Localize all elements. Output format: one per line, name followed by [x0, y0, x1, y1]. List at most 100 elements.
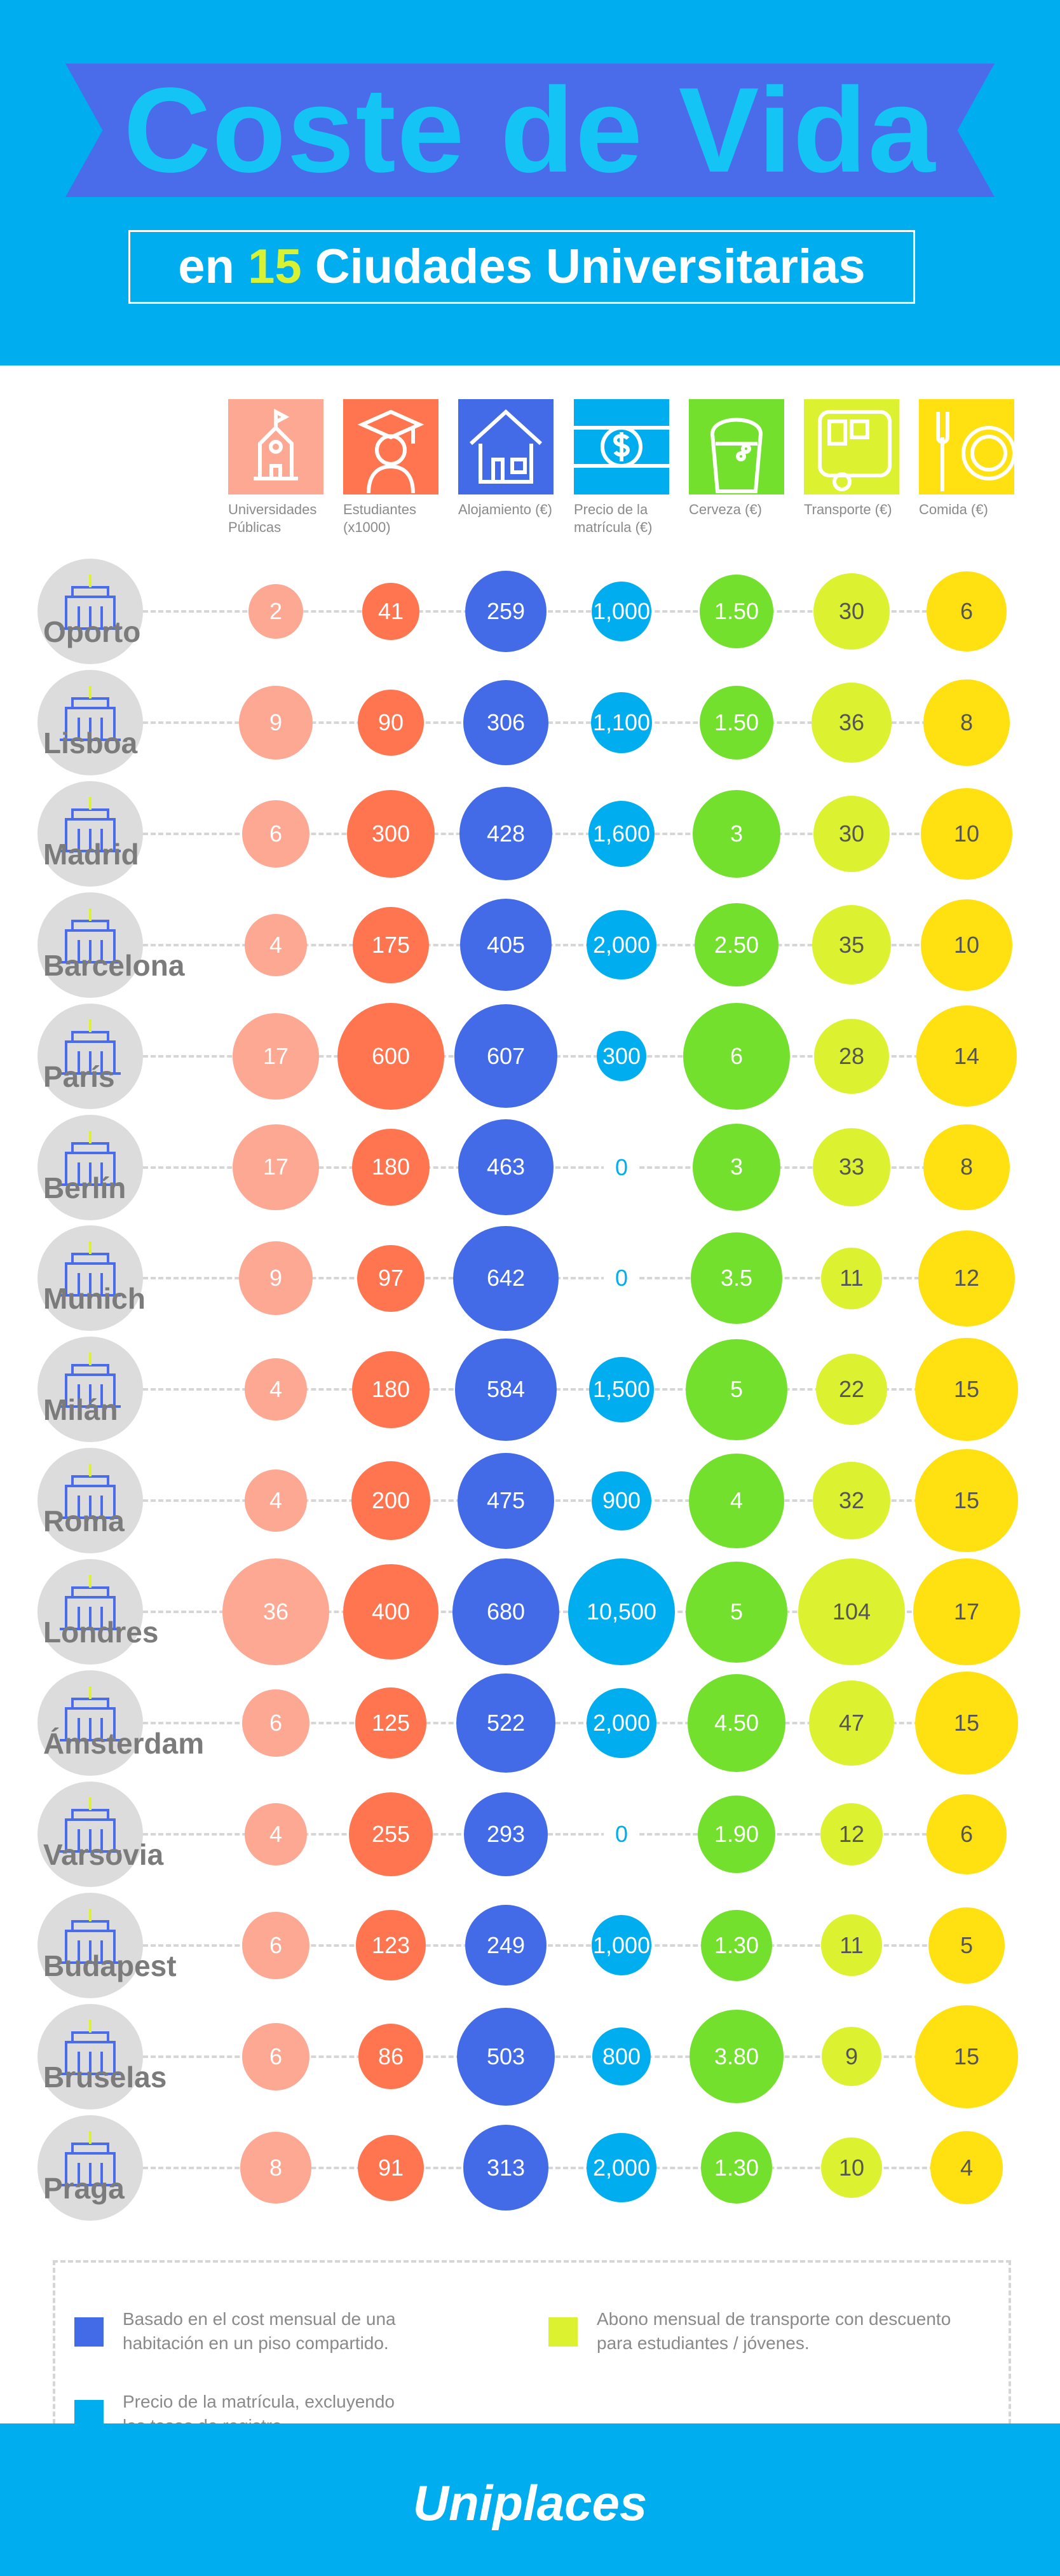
city-icon: [37, 1337, 143, 1443]
city-icon: [37, 1781, 143, 1887]
city-name: Milán: [43, 1393, 118, 1427]
bubble-beer: 3.5: [691, 1232, 782, 1325]
bubble-university: 4: [245, 1469, 307, 1532]
bubble-university: 8: [240, 2132, 312, 2204]
column-header: Comida (€): [919, 399, 1014, 519]
legend-swatch: [74, 2317, 104, 2347]
city-name: Lisboa: [43, 726, 138, 760]
bubble-graduate: 41: [362, 583, 419, 640]
bubble-food: 15: [915, 1672, 1018, 1775]
bubble-food: 4: [930, 2131, 1003, 2204]
money-icon: [574, 399, 669, 494]
bubble-food: 12: [918, 1230, 1015, 1327]
legend-text: Basado en el cost mensual de una habitac…: [123, 2309, 396, 2353]
bubble-food: 6: [926, 571, 1007, 652]
bubble-food: 17: [913, 1558, 1020, 1666]
city-icon: [37, 892, 143, 998]
column-label: Comida (€): [919, 501, 988, 517]
bubble-graduate: 90: [358, 690, 424, 756]
bubble-house: 503: [457, 2007, 555, 2106]
row-divider: [143, 1722, 988, 1724]
bubble-university: 6: [241, 1911, 309, 1979]
bubble-beer: 1.30: [700, 2132, 773, 2204]
bubble-beer: 6: [683, 1002, 790, 1110]
city-icon: [37, 1225, 143, 1332]
bubble-food: 14: [916, 1005, 1017, 1107]
bubble-food: 8: [923, 1124, 1010, 1211]
legend-item-housing: Basado en el cost mensual de una habitac…: [74, 2307, 421, 2355]
bubble-house: 249: [465, 1905, 547, 1986]
bubble-food: 10: [920, 787, 1013, 880]
row-divider: [143, 1944, 988, 1947]
bubble-house: 680: [452, 1558, 559, 1666]
bubble-food: 8: [923, 679, 1010, 766]
brand-logo[interactable]: Uniplaces: [412, 2475, 648, 2531]
food-icon: [919, 399, 1014, 494]
bubble-money: 1,000: [591, 581, 652, 642]
city-icon: [37, 2115, 143, 2221]
row-divider: [143, 721, 988, 724]
bubble-money: 2,000: [587, 1688, 656, 1758]
row-divider: [143, 832, 988, 835]
city-name: Budapest: [43, 1949, 177, 1982]
bubble-beer: 1.30: [700, 1909, 773, 1981]
city-icon: [37, 669, 143, 775]
bubble-beer: 4: [689, 1453, 784, 1548]
bubble-house: 313: [463, 2125, 549, 2211]
bubble-bus: 32: [813, 1462, 890, 1540]
bubble-graduate: 400: [343, 1564, 438, 1659]
bubble-bus: 12: [820, 1803, 883, 1866]
column-header: Estudiantes (x1000): [343, 399, 438, 536]
bubble-bus: 9: [822, 2027, 881, 2087]
title-ribbon: [65, 64, 995, 197]
bubble-graduate: 91: [358, 2134, 424, 2201]
column-label: Precio de la matrícula (€): [574, 501, 653, 535]
subtitle-number: 15: [248, 240, 302, 294]
city-name: Madrid: [43, 837, 139, 871]
bubble-graduate: 123: [355, 1910, 426, 1981]
city-icon: [37, 1114, 143, 1220]
row-divider: [143, 1499, 988, 1503]
column-header: Transporte (€): [804, 399, 899, 519]
column-label: Universidades Públicas: [228, 501, 317, 535]
bubble-food: 15: [915, 1338, 1018, 1441]
bubble-money: 1,100: [590, 692, 653, 754]
column-header: Precio de la matrícula (€): [574, 399, 669, 536]
city-name: Londres: [43, 1616, 159, 1649]
city-icon: [37, 2003, 143, 2109]
bubble-bus: 36: [812, 683, 892, 763]
bubble-money: 900: [592, 1471, 651, 1530]
footer: Uniplaces: [0, 2423, 1060, 2576]
legend-item-transport: Abono mensual de transporte con descuent…: [548, 2307, 991, 2355]
city-name: Oporto: [43, 615, 141, 648]
bubble-university: 4: [245, 1358, 307, 1421]
bubble-beer: 1.90: [697, 1795, 776, 1874]
header-banner: Coste de Vida en 15 Ciudades Universitar…: [0, 0, 1060, 365]
bubble-beer: 4.50: [687, 1673, 786, 1773]
bus-icon: [804, 399, 899, 494]
bubble-university: 9: [238, 1241, 313, 1316]
bubble-graduate: 125: [355, 1687, 426, 1759]
column-label: Alojamiento (€): [458, 501, 552, 517]
bubble-graduate: 175: [352, 906, 430, 983]
bubble-graduate: 600: [337, 1002, 444, 1110]
column-label: Cerveza (€): [689, 501, 762, 517]
page-title: Coste de Vida: [123, 63, 937, 198]
bubble-graduate: 200: [351, 1461, 431, 1541]
bubble-graduate: 97: [357, 1244, 425, 1312]
bubble-food: 15: [915, 2005, 1018, 2108]
column-header: Alojamiento (€): [458, 399, 554, 519]
bubble-university: 6: [241, 800, 309, 868]
bubble-university: 36: [222, 1558, 329, 1666]
subtitle-post: Ciudades Universitarias: [315, 240, 866, 294]
bubble-bus: 22: [816, 1354, 887, 1426]
city-name: Bruselas: [43, 2060, 167, 2094]
row-divider: [143, 1166, 988, 1169]
bubble-university: 6: [241, 1689, 309, 1757]
bubble-house: 428: [459, 787, 553, 881]
bubble-beer: 3.80: [690, 2010, 784, 2104]
city-icon: [37, 1892, 143, 1998]
bubble-beer: 5: [686, 1339, 787, 1440]
bubble-beer: 1.50: [699, 574, 773, 648]
city-name: Munich: [43, 1282, 146, 1316]
